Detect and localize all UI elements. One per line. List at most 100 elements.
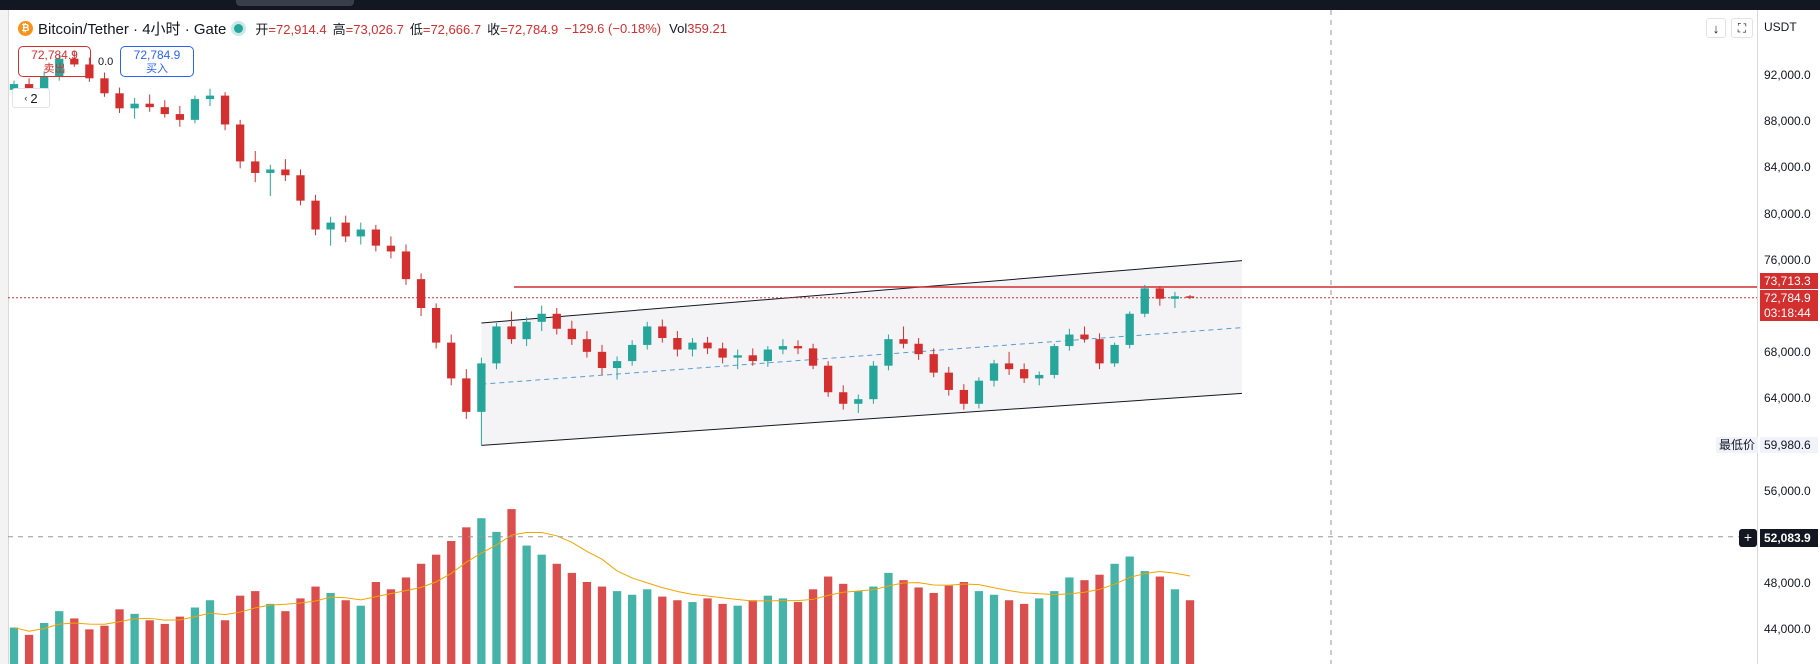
volume-bar [673,600,682,664]
active-tab[interactable] [236,0,354,6]
volume-bar [899,580,908,664]
add-alert-icon[interactable]: + [1739,529,1757,547]
candle-body [1080,334,1089,340]
volume-bar [929,592,938,664]
candle [733,349,742,370]
volume-bar [763,595,772,664]
top-strip [0,0,1820,10]
candle [220,92,230,131]
volume-bar [688,602,697,664]
candle-body [537,313,546,322]
candle-body [70,58,79,65]
axis-tick-label: 80,000.0 [1764,206,1811,221]
candle [145,94,154,112]
candle-body [447,342,456,379]
candle-body [1035,374,1044,379]
candle [974,377,984,409]
volume-bar [884,572,893,664]
price-axis[interactable] [1757,10,1820,664]
indicator-toggle-button[interactable]: ‹ 2 [12,88,50,108]
candle [1170,291,1180,308]
candle [929,348,938,378]
volume-bar [1020,603,1029,664]
candle-body [612,361,622,369]
volume-bar [643,589,652,664]
candle-body [9,84,19,90]
candle [628,340,637,366]
candle-body [251,161,260,173]
legend-close: 收=72,784.9 [487,21,559,37]
candle [658,319,667,343]
candle-body [416,279,426,308]
volume-bar [597,586,607,664]
candle [160,100,169,118]
volume-bar [582,582,592,664]
candle [447,334,456,386]
candle-body [854,399,863,404]
volume-bar [974,591,984,664]
candle-body [793,346,803,349]
volume-bar [1170,589,1180,664]
axis-tick-label: 84,000.0 [1764,160,1811,175]
candle [85,57,94,82]
candle-body [24,84,34,89]
volume-bar [1065,577,1074,664]
axis-tick-label: 56,000.0 [1764,483,1811,498]
volume-bar [1155,576,1164,664]
volume-bar [703,598,712,664]
currency-selector[interactable]: USDT [1764,20,1797,34]
volume-bar [1080,580,1089,664]
candle-body [944,372,953,390]
candle-body [839,392,848,404]
candle [643,321,652,350]
candle-body [190,99,200,120]
volume-bar [266,603,275,664]
symbol-title[interactable]: Bitcoin/Tether · 4小时 · Gate [38,20,227,38]
fullscreen-icon[interactable]: ⛶ [1731,18,1753,38]
candle-body [869,365,878,400]
candle [1020,363,1029,384]
candle-body [718,348,727,358]
candle-body [311,200,320,230]
candle [130,97,139,119]
candle [673,331,682,357]
candle [115,87,124,113]
candle-body [914,343,923,355]
candle-body [115,93,124,109]
candle [416,273,426,317]
candle [1004,351,1014,375]
chevron-icon: ‹ [24,93,28,103]
axis-tick-label: 44,000.0 [1764,622,1811,636]
candle [899,326,908,349]
volume-bar [1004,600,1014,664]
candle-body [130,103,139,109]
legend-low: 低=72,666.7 [409,21,482,37]
candle [884,334,893,371]
candle [251,151,260,183]
sell-button[interactable]: 72,784.9 卖出 [18,46,91,77]
volume-bar [115,609,124,664]
candle [914,337,923,360]
axis-tick-label: 88,000.0 [1764,114,1811,129]
candle-body [462,378,471,412]
candle-body [522,321,531,340]
resistance-price-tag: 73,713.3 [1760,273,1818,289]
candle [1155,286,1164,306]
down-arrow-icon[interactable]: ↓ [1706,18,1726,38]
buy-button[interactable]: 72,784.9 买入 [120,46,194,77]
lowest-price-label: 最低价 [1716,437,1758,453]
candle [326,216,335,246]
candle-body [160,107,169,115]
axis-tick-label: 76,000.0 [1764,252,1811,267]
candle-body [326,222,335,230]
candle-body [281,169,290,176]
candles [9,50,1195,446]
symbol-legend: ₿ Bitcoin/Tether · 4小时 · Gate 开=72,914.4… [18,18,727,38]
candle [748,348,757,366]
candle [1095,333,1104,370]
candle-body [55,58,64,76]
candle-body [175,114,184,120]
candle [432,303,441,349]
candle [567,320,576,345]
